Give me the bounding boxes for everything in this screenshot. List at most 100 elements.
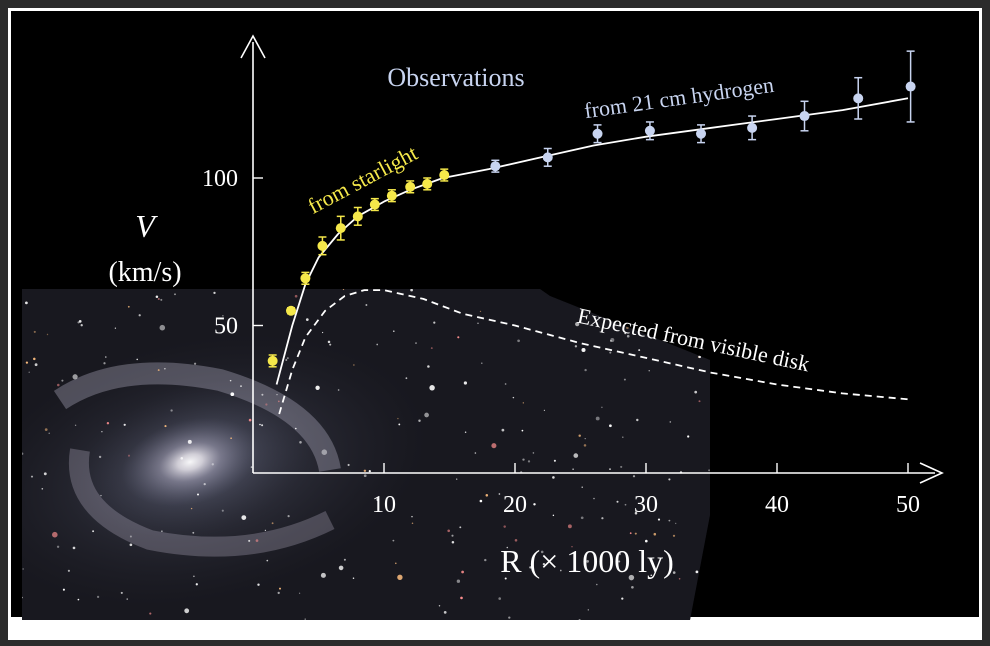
y-axis-label-unit: (km/s) [108,257,181,288]
background-star [433,321,436,324]
background-star [672,571,676,574]
background-star [44,428,48,431]
background-star [459,526,462,529]
data-point [386,190,397,201]
background-star [72,374,78,380]
background-star [376,343,379,346]
background-star [616,500,619,503]
x-axis-label: R (× 1000 ly) [500,543,674,579]
background-star [180,457,184,460]
background-star [161,530,163,532]
background-star [321,449,328,455]
data-point [905,81,916,92]
background-star [624,503,627,506]
background-star [365,304,368,306]
background-star [682,296,685,299]
background-star [542,562,546,566]
background-star [629,532,632,535]
background-star [248,418,252,422]
background-star [192,531,195,534]
background-star [72,546,76,550]
background-star [321,331,324,334]
background-star [164,368,166,370]
background-star [298,592,301,594]
background-star [98,455,102,459]
star-field [22,289,710,620]
background-star [595,416,600,421]
background-star [698,355,702,359]
background-star [578,434,581,437]
background-star [634,511,638,515]
background-star [295,427,297,430]
background-star [255,539,259,542]
background-star [106,422,110,425]
background-star [187,439,192,444]
expected-curve [278,289,909,415]
background-star [279,587,281,590]
background-star [174,293,176,296]
background-star [25,361,29,364]
background-star [620,465,623,468]
background-star [46,333,49,336]
background-star [678,578,681,580]
data-point [317,240,328,251]
background-star [694,390,698,394]
background-star [430,347,433,350]
background-star [429,385,435,391]
background-star [286,357,289,360]
background-star [438,605,441,607]
background-star [368,470,371,473]
y-axis-label-symbol: V [135,208,158,244]
background-star [578,619,581,620]
background-star [645,305,648,308]
background-star [159,324,166,331]
background-star [575,322,580,327]
background-star [586,560,589,563]
background-star [552,514,555,517]
background-star [393,330,395,332]
background-star [105,356,107,358]
background-star [170,409,173,412]
background-star [708,469,710,472]
background-star [100,494,102,497]
background-star [261,424,264,427]
background-star [631,585,634,589]
background-star [593,497,595,500]
background-star [451,540,455,544]
background-star [22,596,23,599]
background-star [277,591,280,595]
background-star [521,429,524,432]
background-star [679,312,681,314]
background-star [376,498,380,502]
background-star [648,370,650,372]
series-hydrogen [490,50,916,173]
background-star [512,396,515,399]
background-star [533,503,536,506]
background-star [342,289,345,291]
background-star [304,618,306,620]
background-star [395,562,397,565]
background-star [299,441,302,444]
background-star [457,336,460,339]
background-star [261,393,264,396]
background-star [240,385,242,387]
background-star [645,539,648,543]
background-star [628,574,635,581]
background-star [567,524,572,529]
background-star [514,539,518,542]
background-star [581,347,586,353]
data-point [285,305,296,316]
data-point [644,125,655,136]
background-star [338,565,344,571]
background-star [248,539,251,542]
background-star [451,534,454,537]
x-tick-label: 40 [765,492,789,518]
background-star [508,616,511,619]
background-star [456,579,461,583]
background-star [265,403,268,406]
background-star [583,444,587,447]
background-star [529,566,532,569]
background-star [638,349,641,352]
background-star [103,362,106,365]
background-star [504,577,507,580]
